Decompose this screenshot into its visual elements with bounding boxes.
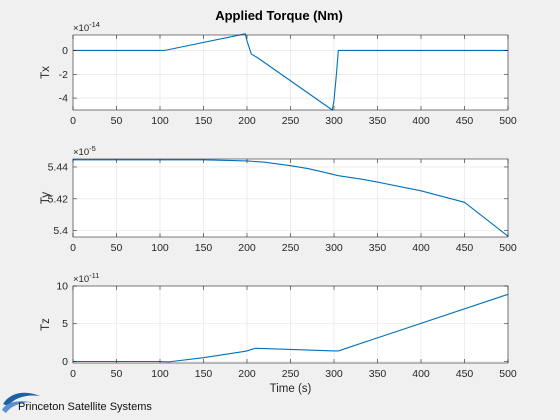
x-tick-label: 150 xyxy=(195,242,213,254)
y-tick-label: -2 xyxy=(59,69,68,81)
x-tick-label: 150 xyxy=(195,115,213,127)
y-tick-label: -4 xyxy=(59,93,68,105)
x-tick-label: 500 xyxy=(499,368,517,380)
figure-title: Applied Torque (Nm) xyxy=(215,8,343,23)
x-tick-label: 350 xyxy=(369,115,387,127)
y-tick-label: 5 xyxy=(62,318,68,330)
subplot-1: 0 50 100 150 200 250 300 350 400 450 500 -4 -2 0 ×10-1… xyxy=(40,20,517,127)
x-tick-label: 400 xyxy=(412,368,430,380)
x-tick-label: 400 xyxy=(412,242,430,254)
x-tick-label: 50 xyxy=(111,115,123,127)
x-tick-label: 0 xyxy=(70,115,76,127)
x-tick-label: 250 xyxy=(282,115,300,127)
x-tick-label: 200 xyxy=(238,242,256,254)
x-tick-label: 250 xyxy=(282,368,300,380)
x-tick-label: 50 xyxy=(111,242,123,254)
x-tick-label: 0 xyxy=(70,242,76,254)
y-axis-label: Tz xyxy=(40,318,52,331)
x-tick-label: 300 xyxy=(325,368,343,380)
y-axis-label: Ty xyxy=(40,192,52,204)
x-tick-label: 450 xyxy=(456,368,474,380)
x-tick-label: 100 xyxy=(151,368,169,380)
x-tick-label: 350 xyxy=(369,368,387,380)
x-tick-label: 450 xyxy=(456,242,474,254)
x-tick-label: 200 xyxy=(238,368,256,380)
x-tick-label: 0 xyxy=(70,368,76,380)
y-tick-label: 0 xyxy=(62,45,68,57)
y-exponent-label: ×10-11 xyxy=(73,271,99,285)
x-tick-label: 50 xyxy=(111,368,123,380)
series-line xyxy=(73,159,509,237)
y-tick-label: 10 xyxy=(56,281,68,293)
y-axis-label: Tx xyxy=(40,66,52,79)
y-tick-label: 5.44 xyxy=(48,161,69,173)
x-tick-label: 500 xyxy=(499,242,517,254)
x-axis-label: Time (s) xyxy=(270,383,312,395)
y-tick-label: 5.42 xyxy=(48,193,69,205)
x-tick-label: 450 xyxy=(456,115,474,127)
series-line xyxy=(73,293,509,363)
x-tick-label: 150 xyxy=(195,368,213,380)
x-tick-label: 200 xyxy=(238,115,256,127)
logo-text: Princeton Satellite Systems xyxy=(18,401,152,413)
y-tick-label: 0 xyxy=(62,356,68,368)
x-tick-label: 500 xyxy=(499,115,517,127)
y-exponent-label: ×10-14 xyxy=(73,20,100,34)
company-logo xyxy=(2,392,40,413)
x-tick-label: 350 xyxy=(369,242,387,254)
x-tick-label: 100 xyxy=(151,242,169,254)
x-tick-label: 300 xyxy=(325,115,343,127)
series-line xyxy=(73,33,508,111)
subplot-3: 0 50 100 150 200 250 300 350 400 450 500 0 5 10 ×10-11… xyxy=(40,271,517,395)
subplot-2: 0 50 100 150 200 250 300 350 400 450 500 5.4 5.42 5.4… xyxy=(40,144,517,254)
x-tick-label: 250 xyxy=(282,242,300,254)
y-tick-label: 5.4 xyxy=(53,225,68,237)
y-exponent-label: ×10-5 xyxy=(73,144,96,158)
x-tick-label: 100 xyxy=(151,115,169,127)
x-tick-label: 400 xyxy=(412,115,430,127)
x-tick-label: 300 xyxy=(325,242,343,254)
